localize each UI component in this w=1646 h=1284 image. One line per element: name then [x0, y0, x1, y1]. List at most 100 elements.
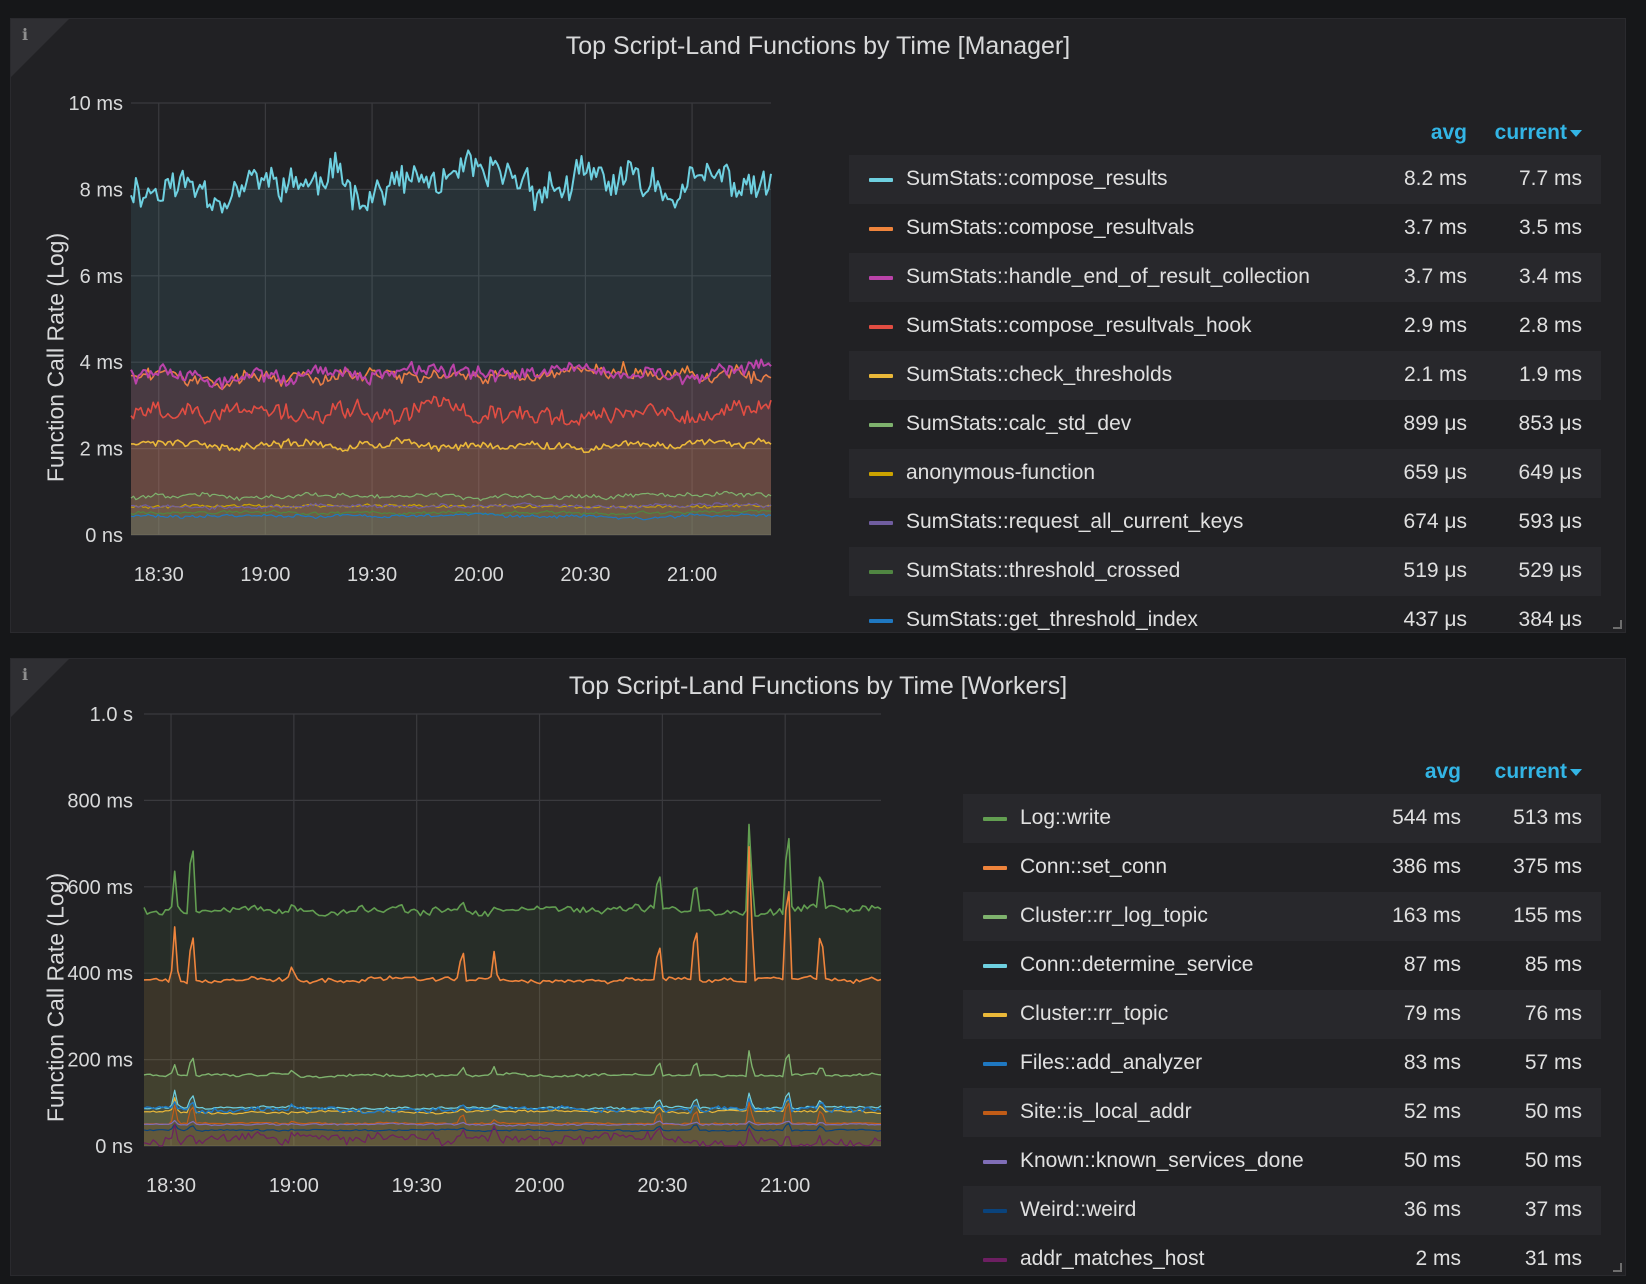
legend-series-name[interactable]: Weird::weird [1020, 1198, 1137, 1221]
series-color-swatch[interactable] [983, 1209, 1007, 1213]
y-tick-label: 4 ms [80, 352, 123, 374]
x-tick-label: 20:30 [560, 564, 610, 586]
legend-item[interactable]: Weird::weird 36 ms 37 ms [963, 1186, 1601, 1235]
x-tick-label: 20:00 [514, 1175, 564, 1197]
series-color-swatch[interactable] [983, 1062, 1007, 1066]
legend-avg-header[interactable]: avg [1430, 121, 1467, 144]
series-color-swatch[interactable] [983, 964, 1007, 968]
resize-handle-icon[interactable] [1613, 1263, 1622, 1272]
legend-series-name[interactable]: SumStats::threshold_crossed [906, 559, 1181, 582]
series-color-swatch[interactable] [983, 1013, 1007, 1017]
legend-series-name[interactable]: Conn::set_conn [1020, 855, 1168, 878]
legend-series-name[interactable]: SumStats::get_threshold_index [906, 608, 1198, 631]
legend-item[interactable]: SumStats::calc_std_dev 899 μs 853 μs [849, 400, 1601, 449]
legend-current-value: 76 ms [1524, 1002, 1582, 1025]
series-color-swatch[interactable] [869, 472, 893, 476]
info-icon[interactable]: i [22, 25, 29, 44]
legend-avg-value: 2.1 ms [1403, 363, 1467, 386]
x-tick-label: 21:00 [667, 564, 717, 586]
series-color-swatch[interactable] [869, 619, 893, 623]
series-color-swatch[interactable] [869, 374, 893, 378]
legend-series-name[interactable]: Files::add_analyzer [1020, 1051, 1203, 1074]
legend-avg-header[interactable]: avg [1424, 760, 1461, 783]
legend-series-name[interactable]: Site::is_local_addr [1020, 1100, 1192, 1123]
resize-handle-icon[interactable] [1613, 620, 1622, 629]
legend-series-name[interactable]: SumStats::compose_results [906, 167, 1168, 190]
legend-series-name[interactable]: SumStats::compose_resultvals [906, 216, 1195, 239]
legend-series-name[interactable]: SumStats::calc_std_dev [906, 412, 1132, 435]
series-color-swatch[interactable] [869, 521, 893, 525]
legend-current-value: 853 μs [1518, 412, 1582, 435]
legend-series-name[interactable]: Cluster::rr_log_topic [1020, 904, 1208, 927]
legend-series-name[interactable]: SumStats::check_thresholds [906, 363, 1173, 386]
series-line [130, 490, 772, 502]
legend-item[interactable]: Site::is_local_addr 52 ms 50 ms [963, 1088, 1601, 1137]
series-color-swatch[interactable] [983, 866, 1007, 870]
series-color-swatch[interactable] [983, 1258, 1007, 1262]
legend-series-name[interactable]: Known::known_services_done [1020, 1149, 1304, 1172]
legend-current-value: 50 ms [1524, 1149, 1582, 1172]
legend-current-header[interactable]: current [1495, 760, 1582, 784]
legend-series-name[interactable]: Cluster::rr_topic [1020, 1002, 1169, 1025]
series-color-swatch[interactable] [869, 178, 893, 182]
legend-item[interactable]: SumStats::request_all_current_keys 674 μs… [849, 498, 1601, 547]
legend-series-name[interactable]: addr_matches_host [1020, 1247, 1205, 1270]
series-color-swatch[interactable] [983, 817, 1007, 821]
legend-item[interactable]: SumStats::check_thresholds 2.1 ms 1.9 ms [849, 351, 1601, 400]
legend-item[interactable]: SumStats::get_threshold_index 437 μs 384 μ… [849, 596, 1601, 645]
legend-header: avg current [963, 746, 1601, 794]
panel-title[interactable]: Top Script-Land Functions by Time [Worke… [568, 672, 1068, 700]
workers-chart[interactable]: 0 ns 200 ms 400 ms 600 ms 800 ms 1.0 s 18:30 19… [11, 659, 1627, 1277]
legend-item[interactable]: Cluster::rr_topic 79 ms 76 ms [963, 990, 1601, 1039]
series-line [143, 1050, 882, 1079]
legend-current-header[interactable]: current [1495, 121, 1582, 145]
legend-series-name[interactable]: SumStats::request_all_current_keys [906, 510, 1244, 533]
current-label: current [1494, 121, 1567, 144]
legend-item[interactable]: SumStats::compose_resultvals_hook 2.9 ms 2… [849, 302, 1601, 351]
series-color-swatch[interactable] [869, 276, 893, 280]
legend-header: avg current [849, 107, 1601, 155]
manager-chart[interactable]: 0 ns 2 ms 4 ms 6 ms 8 ms 10 ms 18:30 19:00 19:30… [11, 19, 1627, 634]
legend-item[interactable]: addr_matches_host 2 ms 31 ms [963, 1235, 1601, 1284]
info-icon[interactable]: i [22, 665, 29, 684]
legend-item[interactable]: Conn::determine_service 87 ms 85 ms [963, 941, 1601, 990]
legend-item[interactable]: SumStats::threshold_crossed 519 μs 529 μs [849, 547, 1601, 596]
legend-item[interactable]: SumStats::compose_resultvals 3.7 ms 3.5 ms [849, 204, 1601, 253]
panel-info-corner[interactable] [11, 19, 69, 77]
legend-series-name[interactable]: Log::write [1020, 806, 1112, 829]
legend-item[interactable]: Known::known_services_done 50 ms 50 ms [963, 1137, 1601, 1186]
series-line [143, 1097, 882, 1115]
x-tick-label: 20:00 [454, 564, 504, 586]
series-color-swatch[interactable] [983, 915, 1007, 919]
legend-item[interactable]: SumStats::handle_end_of_result_collectio… [849, 253, 1601, 302]
legend-item[interactable]: Log::write 544 ms 513 ms [963, 794, 1601, 843]
sort-caret-icon [1570, 768, 1582, 776]
y-tick-label: 600 ms [67, 877, 133, 899]
legend-avg-value: 83 ms [1403, 1051, 1461, 1074]
legend-series-name[interactable]: SumStats::compose_resultvals_hook [906, 314, 1252, 337]
series-color-swatch[interactable] [869, 227, 893, 231]
series-area [144, 1090, 881, 1146]
panel-info-corner[interactable] [11, 659, 69, 717]
series-line [130, 502, 772, 511]
legend-item[interactable]: Conn::set_conn 386 ms 375 ms [963, 843, 1601, 892]
legend-current-value: 649 μs [1518, 461, 1582, 484]
legend-item[interactable]: SumStats::compose_results 8.2 ms 7.7 ms [849, 155, 1601, 204]
panel-title[interactable]: Top Script-Land Functions by Time [Manag… [565, 32, 1071, 60]
series-color-swatch[interactable] [869, 423, 893, 427]
y-tick-label: 200 ms [67, 1050, 133, 1072]
legend-item[interactable]: anonymous-function 659 μs 649 μs [849, 449, 1601, 498]
legend-series-name[interactable]: Conn::determine_service [1020, 953, 1254, 976]
series-color-swatch[interactable] [869, 325, 893, 329]
legend-series-name[interactable]: SumStats::handle_end_of_result_collectio… [906, 265, 1310, 288]
y-tick-label: 6 ms [80, 266, 123, 288]
legend-series-name[interactable]: anonymous-function [906, 461, 1096, 484]
legend-item[interactable]: Cluster::rr_log_topic 163 ms 155 ms [963, 892, 1601, 941]
series-color-swatch[interactable] [869, 570, 893, 574]
x-tick-label: 20:30 [637, 1175, 687, 1197]
legend-item[interactable]: Files::add_analyzer 83 ms 57 ms [963, 1039, 1601, 1088]
series-color-swatch[interactable] [983, 1111, 1007, 1115]
y-tick-label: 8 ms [80, 179, 123, 201]
sort-caret-icon [1570, 129, 1582, 137]
series-color-swatch[interactable] [983, 1160, 1007, 1164]
